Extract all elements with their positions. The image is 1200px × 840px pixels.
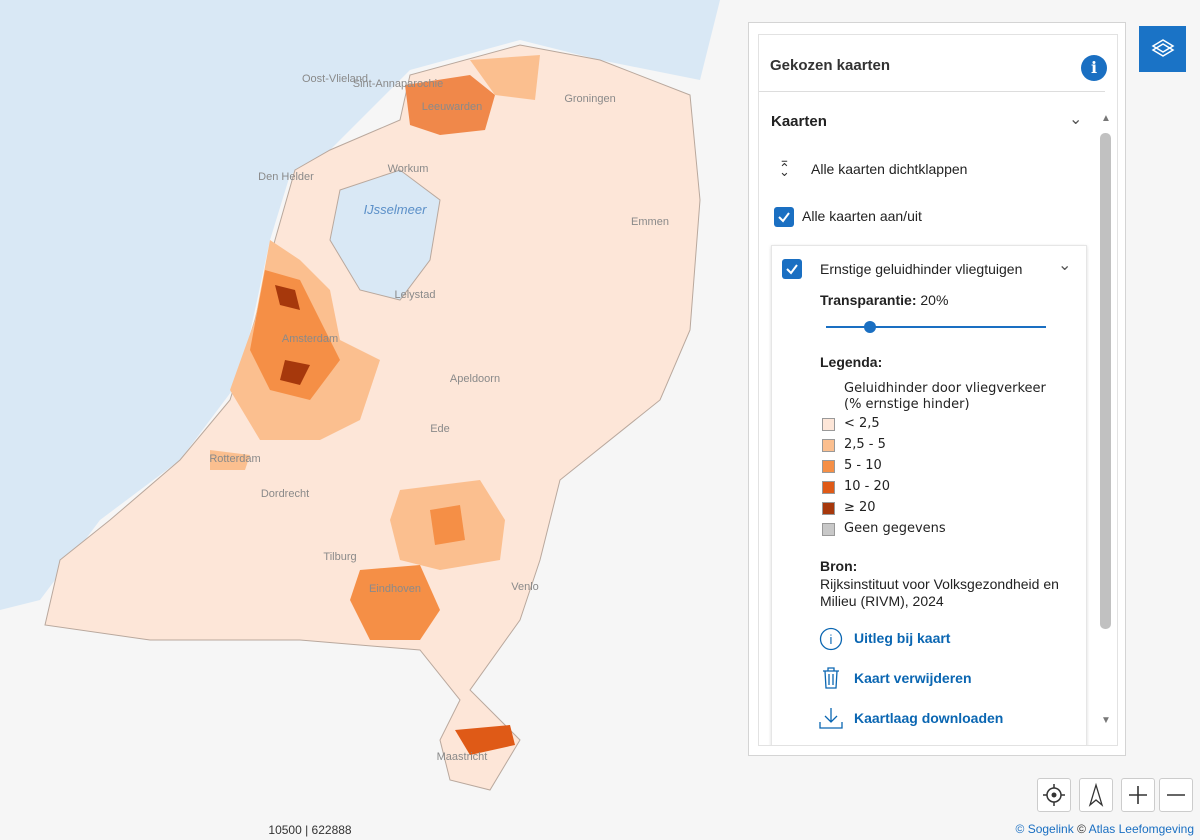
legend-swatch <box>822 481 835 494</box>
ijsselmeer-water <box>329 169 441 301</box>
place-label: Tilburg <box>323 551 356 563</box>
layers-button[interactable] <box>1139 26 1186 72</box>
svg-text:i: i <box>830 632 833 647</box>
plus-icon <box>1129 786 1147 804</box>
legend-swatch <box>822 460 835 473</box>
legend-label: < 2,5 <box>844 416 880 431</box>
legend-heading: Legenda: <box>820 354 883 370</box>
layers-panel: Gekozen kaarten i Kaarten ⌄ ⌅ ⌄ Alle kaar… <box>748 22 1126 756</box>
check-icon <box>786 264 798 275</box>
place-label: Maastricht <box>437 751 488 763</box>
legend-title: Geluidhinder door vliegverkeer <box>844 381 1046 396</box>
locate-button[interactable] <box>1037 778 1071 812</box>
place-label: Emmen <box>631 216 669 228</box>
place-label: Rotterdam <box>209 453 260 465</box>
place-label: Leeuwarden <box>422 101 483 113</box>
region-rotterdam <box>210 450 250 470</box>
layer-checkbox[interactable] <box>782 259 802 279</box>
place-label: Venlo <box>511 581 539 593</box>
legend-label: 10 - 20 <box>844 479 891 494</box>
toggle-all-checkbox[interactable] <box>774 207 794 227</box>
section-chevron[interactable]: ⌄ <box>1069 111 1083 128</box>
north-button[interactable] <box>1079 778 1113 812</box>
minus-icon <box>1167 794 1185 796</box>
collapse-icon[interactable]: ⌅ ⌄ <box>779 154 790 179</box>
place-label: Dordrecht <box>261 488 309 500</box>
sea <box>0 0 720 610</box>
action-remove[interactable]: Kaart verwijderen <box>854 670 972 686</box>
divider <box>759 91 1105 92</box>
legend-swatch <box>822 502 835 515</box>
region-amsterdam <box>250 270 340 400</box>
place-label: Workum <box>388 163 429 175</box>
source-heading: Bron: <box>820 558 858 574</box>
scrollbar[interactable]: ▲ ▼ <box>1100 113 1111 726</box>
legend-title: (% ernstige hinder) <box>844 397 970 412</box>
info-button[interactable]: i <box>1081 55 1107 81</box>
transparency: Transparantie: 20% <box>820 292 948 308</box>
layers-icon <box>1151 39 1175 57</box>
legend-label: Geen gegevens <box>844 521 946 536</box>
place-label: Groningen <box>564 93 615 105</box>
legend-label: 5 - 10 <box>844 458 882 473</box>
region-north <box>470 55 540 100</box>
place-label: Sint-Annaparochie <box>353 78 444 90</box>
locate-icon <box>1043 784 1065 806</box>
check-icon <box>778 212 790 223</box>
layer-card: Ernstige geluidhinder vliegtuigen ⌄ Tran… <box>771 245 1087 745</box>
zoom-out[interactable] <box>1159 778 1193 812</box>
legend-swatch <box>822 418 835 431</box>
action-explain[interactable]: Uitleg bij kaart <box>854 630 951 646</box>
region-friesland <box>405 75 495 135</box>
panel-card: Gekozen kaarten i Kaarten ⌄ ⌅ ⌄ Alle kaar… <box>758 34 1118 746</box>
place-label: Ede <box>430 423 450 435</box>
download-icon <box>819 708 843 729</box>
layer-chevron[interactable]: ⌄ <box>1058 257 1072 274</box>
region-schiphol <box>275 285 310 385</box>
panel-title: Gekozen kaarten <box>770 57 891 74</box>
place-label: IJsselmeer <box>364 202 428 217</box>
place-label: Den Helder <box>258 171 314 183</box>
legend-label: 2,5 - 5 <box>844 437 886 452</box>
scroll-thumb[interactable] <box>1100 133 1111 629</box>
slider-track[interactable] <box>826 326 1046 328</box>
toggle-all[interactable]: Alle kaarten aan/uit <box>802 208 922 224</box>
zoom-in[interactable] <box>1121 778 1155 812</box>
place-label: Apeldoorn <box>450 373 500 385</box>
legend-swatch <box>822 523 835 536</box>
action-download[interactable]: Kaartlaag downloaden <box>854 710 1004 726</box>
slider-thumb[interactable] <box>864 321 876 333</box>
transparency-label: Transparantie: <box>820 292 917 308</box>
region-uden <box>430 505 465 545</box>
region-limburg-south <box>455 725 515 755</box>
place-label: Oost-Vlieland <box>302 73 368 85</box>
attribution: © Sogelink © Atlas Leefomgeving <box>1016 822 1194 836</box>
attribution-atlas[interactable]: Atlas Leefomgeving <box>1088 822 1194 836</box>
attribution-separator: © <box>1077 822 1086 836</box>
source: Rijksinstituut voor Volksgezondheid en M… <box>820 576 1059 609</box>
attribution-sogelink[interactable]: © Sogelink <box>1015 822 1074 836</box>
legend-swatch <box>822 439 835 452</box>
place-label: Eindhoven <box>369 583 421 595</box>
transparency-value: 20% <box>920 292 949 308</box>
coordinates: 10500 | 622888 <box>268 823 352 837</box>
region-eindhoven <box>350 565 440 640</box>
info-icon: i <box>819 627 843 651</box>
place-label: Lelystad <box>395 289 436 301</box>
trash-icon <box>823 667 839 689</box>
section-title[interactable]: Kaarten <box>771 113 827 130</box>
place-label: Amsterdam <box>282 333 338 345</box>
netherlands <box>44 44 701 791</box>
legend-label: ≥ 20 <box>844 500 876 515</box>
layer-name: Ernstige geluidhinder vliegtuigen <box>820 261 1023 277</box>
collapse-all[interactable]: Alle kaarten dichtklappen <box>811 161 968 177</box>
north-icon <box>1088 782 1104 807</box>
